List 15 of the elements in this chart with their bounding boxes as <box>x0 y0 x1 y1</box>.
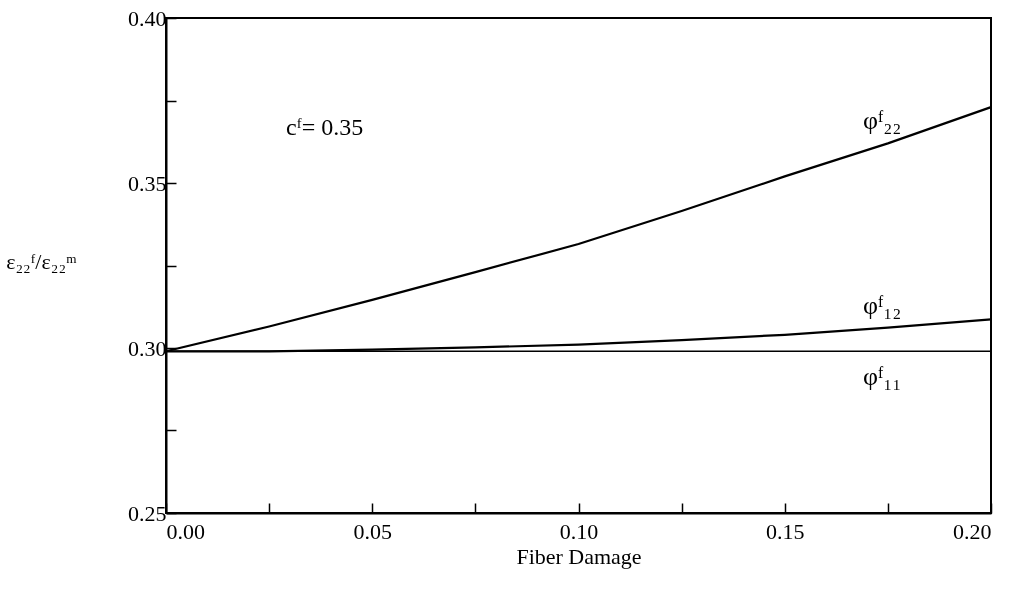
y-axis-title: ε₂₂ᶠ/ε₂₂ᵐ <box>6 248 78 274</box>
y-tick-label: 0.35 <box>128 170 167 196</box>
series-label: φᶠ₂₂ <box>862 106 902 136</box>
x-axis-title: Fiber Damage <box>516 543 642 569</box>
series-label: φᶠ₁₁ <box>862 362 902 392</box>
x-tick-label: 0.20 <box>953 518 992 544</box>
x-tick-label: 0.10 <box>559 518 599 544</box>
y-tick-label: 0.40 <box>128 5 167 31</box>
y-tick-label: 0.25 <box>128 500 167 526</box>
x-tick-label: 0.05 <box>353 518 392 544</box>
x-tick-label: 0.00 <box>166 518 205 544</box>
x-tick-label: 0.15 <box>766 518 805 544</box>
annotation: cᶠ= 0.35 <box>286 114 364 140</box>
y-tick-label: 0.30 <box>128 335 167 361</box>
series-label: φᶠ₁₂ <box>862 290 902 320</box>
